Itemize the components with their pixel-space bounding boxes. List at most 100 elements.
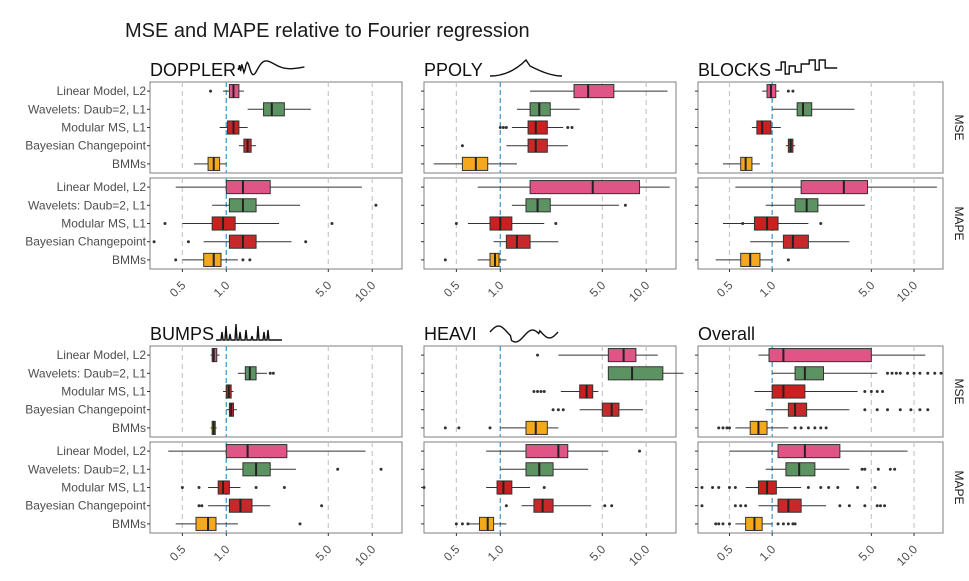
box-bayesian-changepoint xyxy=(785,138,796,153)
box-bmms xyxy=(433,156,517,171)
x-tick-label-5-0: 5.0 xyxy=(587,542,609,564)
box-bmms xyxy=(443,252,507,267)
y-label-wavelets-daub-2-l1: Wavelets: Daub=2, L1 xyxy=(28,102,146,116)
x-tick-label-10-0: 10.0 xyxy=(894,278,921,305)
box-linear-model-l2 xyxy=(486,444,642,459)
outlier-point xyxy=(271,371,275,375)
outlier-point xyxy=(498,126,502,129)
box-iqr xyxy=(529,180,641,195)
y-label-linear-model-l2: Linear Model, L2 xyxy=(57,348,147,362)
box-iqr xyxy=(794,366,824,381)
subpanel-ppoly-mse xyxy=(421,81,677,174)
outlier-point xyxy=(806,426,810,430)
panel-frame xyxy=(149,345,403,438)
outlier-point xyxy=(863,504,867,508)
x-tick-label-10-0: 10.0 xyxy=(352,542,379,569)
box-wavelets-daub-2-l1 xyxy=(511,198,627,213)
outlier-point xyxy=(536,353,540,357)
box-modular-ms-l1 xyxy=(700,480,877,495)
outlier-point xyxy=(504,126,508,129)
y-label-wavelets-daub-2-l1: Wavelets: Daub=2, L1 xyxy=(28,198,146,212)
x-tick-label-0-5: 0.5 xyxy=(714,278,736,300)
outlier-point xyxy=(248,258,252,262)
outlier-point xyxy=(443,426,447,430)
outlier-point xyxy=(727,486,731,489)
outlier-point xyxy=(893,467,897,471)
subpanel-ppoly-mape xyxy=(421,177,677,270)
box-iqr xyxy=(601,402,620,417)
box-iqr xyxy=(607,366,664,381)
outlier-point xyxy=(561,408,565,412)
box-iqr xyxy=(787,402,808,417)
box-wavelets-daub-2-l1 xyxy=(237,366,275,381)
panel-heavi: HEAVI 0.5 1.0 5.0 10.0 xyxy=(421,324,684,569)
outlier-point xyxy=(819,426,823,430)
outlier-point xyxy=(282,486,286,489)
outlier-point xyxy=(536,390,540,393)
outlier-point xyxy=(939,371,943,375)
outlier-point xyxy=(898,371,902,375)
outlier-point xyxy=(320,504,324,508)
outlier-point xyxy=(918,371,922,375)
outlier-point xyxy=(918,408,922,412)
outlier-point xyxy=(174,258,178,262)
outlier-point xyxy=(894,371,898,375)
y-label-modular-ms-l1: Modular MS, L1 xyxy=(61,121,146,135)
outlier-point xyxy=(791,522,795,526)
outlier-point xyxy=(714,522,718,526)
x-tick-label-0-5: 0.5 xyxy=(441,542,463,564)
outlier-point xyxy=(717,486,721,489)
box-wavelets-daub-2-l1 xyxy=(516,102,580,117)
outlier-point xyxy=(873,486,877,489)
box-wavelets-daub-2-l1 xyxy=(772,102,855,117)
subpanel-blocks-mse: MSE xyxy=(695,81,966,174)
y-label-bmms: BMMs xyxy=(112,253,146,267)
outlier-point xyxy=(298,522,302,526)
panel-frame xyxy=(423,345,677,438)
subpanel-doppler-mse: Linear Model, L2 Wavelets: Daub=2, L1 Modu… xyxy=(25,81,403,174)
x-tick-label-1-0: 1.0 xyxy=(211,542,233,564)
outlier-point xyxy=(725,426,729,430)
y-label-wavelets-daub-2-l1: Wavelets: Daub=2, L1 xyxy=(28,366,146,380)
outlier-point xyxy=(638,449,642,453)
outlier-point xyxy=(457,426,461,430)
box-modular-ms-l1 xyxy=(532,384,599,399)
outlier-point xyxy=(813,426,817,430)
outlier-point xyxy=(838,504,842,508)
outlier-point xyxy=(869,390,873,393)
strip-label-mape: MAPE xyxy=(952,206,966,240)
y-label-bayesian-changepoint: Bayesian Changepoint xyxy=(25,235,146,249)
outlier-point xyxy=(888,467,892,471)
outlier-point xyxy=(717,522,721,526)
box-bayesian-changepoint xyxy=(765,402,930,417)
outlier-point xyxy=(876,467,880,471)
outlier-point xyxy=(912,371,916,375)
x-tick-label-0-5: 0.5 xyxy=(167,542,189,564)
box-iqr xyxy=(195,516,217,531)
outlier-point xyxy=(860,467,864,471)
outlier-point xyxy=(379,467,383,471)
outlier-point xyxy=(152,240,156,244)
panel-blocks: BLOCKS MSE MAPE 0.5 1.0 5.0 10.0 xyxy=(695,59,966,305)
outlier-point xyxy=(542,390,546,393)
outlier-point xyxy=(209,89,213,93)
blocks-signal-icon xyxy=(775,59,838,75)
outlier-point xyxy=(786,258,790,262)
outlier-point xyxy=(819,486,823,489)
outlier-point xyxy=(799,426,803,430)
box-modular-ms-l1 xyxy=(754,384,885,399)
box-iqr xyxy=(777,498,802,513)
box-bmms xyxy=(175,516,302,531)
outlier-point xyxy=(733,486,737,489)
outlier-point xyxy=(532,390,536,393)
box-bayesian-changepoint xyxy=(504,498,614,513)
x-tick-label-5-0: 5.0 xyxy=(856,542,878,564)
box-iqr xyxy=(527,138,548,153)
box-iqr xyxy=(607,348,637,363)
outlier-point xyxy=(551,408,555,412)
outlier-point xyxy=(781,522,785,526)
x-tick-label-0-5: 0.5 xyxy=(167,278,189,300)
box-iqr xyxy=(525,444,569,459)
